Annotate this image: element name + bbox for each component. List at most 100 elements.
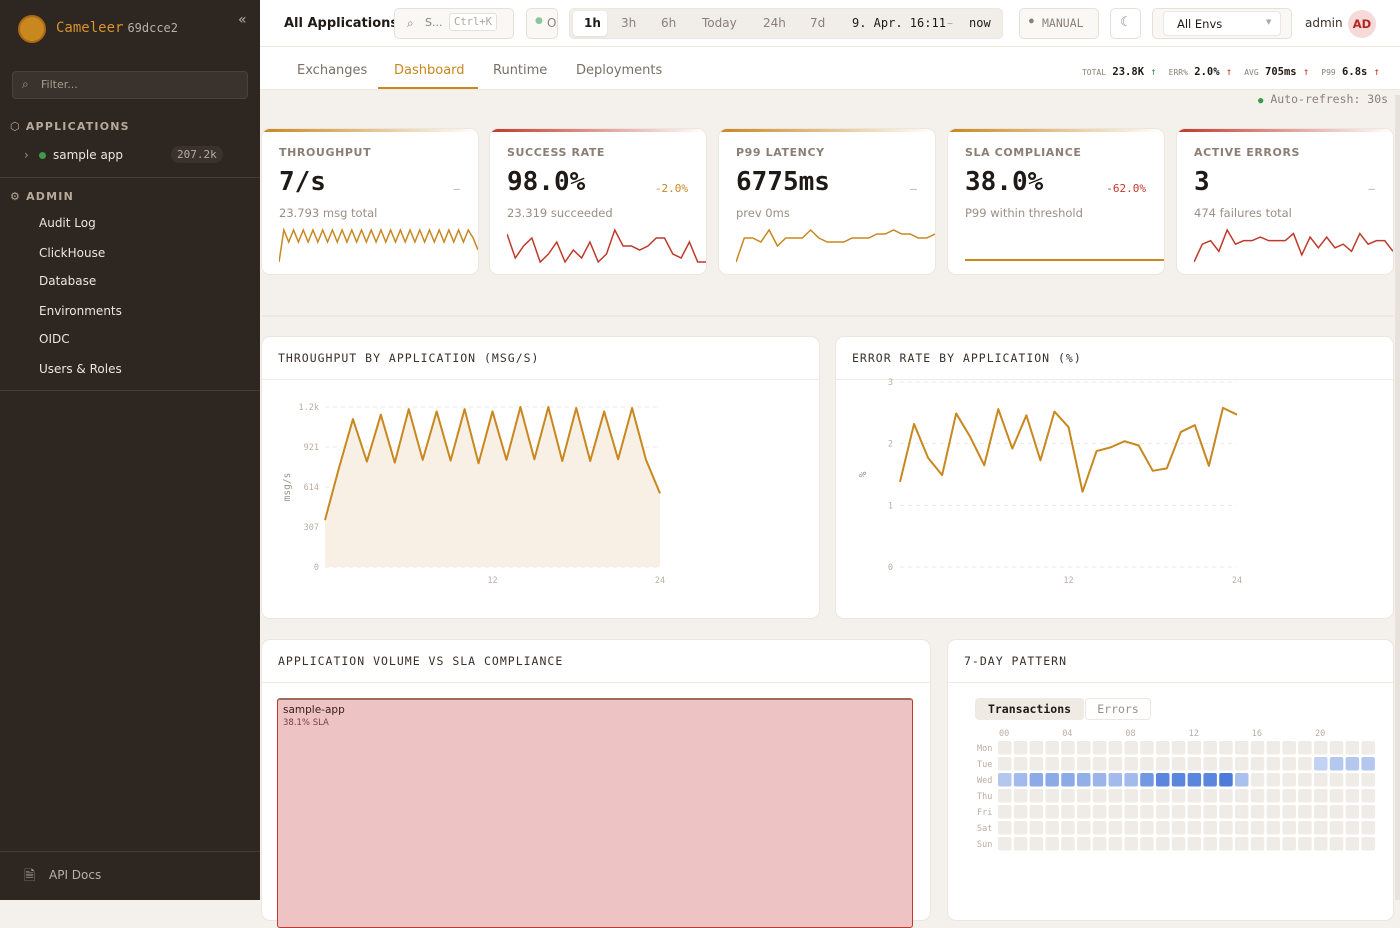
kpi-card-p99-latency[interactable]: P99 LATENCY 6775ms – prev 0ms [719, 129, 935, 274]
sidebar-item-audit-log[interactable]: Audit Log [39, 216, 96, 230]
heatmap-cell[interactable] [1219, 773, 1233, 787]
heatmap-cell[interactable] [1298, 789, 1312, 803]
heatmap-cell[interactable] [1267, 757, 1281, 771]
range-3h[interactable]: 3h [621, 16, 636, 30]
heatmap-cell[interactable] [1346, 773, 1360, 787]
heatmap-cell[interactable] [1061, 821, 1075, 835]
heatmap-cell[interactable] [1109, 757, 1123, 771]
heatmap-cell[interactable] [1267, 773, 1281, 787]
heatmap-cell[interactable] [1124, 789, 1138, 803]
applications-section[interactable]: ⬡ APPLICATIONS [10, 120, 130, 133]
heatmap-cell[interactable] [1124, 821, 1138, 835]
heatmap-cell[interactable] [1282, 773, 1296, 787]
heatmap-cell[interactable] [1140, 773, 1154, 787]
heatmap-cell[interactable] [1188, 757, 1202, 771]
heatmap-cell[interactable] [998, 821, 1012, 835]
heatmap-cell[interactable] [1045, 837, 1059, 851]
heatmap-cell[interactable] [1188, 821, 1202, 835]
heatmap-cell[interactable] [1172, 805, 1186, 819]
heatmap-cell[interactable] [1124, 757, 1138, 771]
heatmap-cell[interactable] [1235, 741, 1249, 755]
heatmap-cell[interactable] [1172, 773, 1186, 787]
heatmap-cell[interactable] [1361, 789, 1375, 803]
heatmap-cell[interactable] [1140, 821, 1154, 835]
heatmap-cell[interactable] [1061, 805, 1075, 819]
heatmap-cell[interactable] [1314, 773, 1328, 787]
heatmap-cell[interactable] [1188, 789, 1202, 803]
heatmap-cell[interactable] [1030, 837, 1044, 851]
heatmap-cell[interactable] [1061, 789, 1075, 803]
heatmap-cell[interactable] [1251, 757, 1265, 771]
heatmap-cell[interactable] [1330, 805, 1344, 819]
heatmap-cell[interactable] [1298, 757, 1312, 771]
heatmap-cell[interactable] [1346, 837, 1360, 851]
heatmap-cell[interactable] [998, 789, 1012, 803]
heatmap-cell[interactable] [1109, 741, 1123, 755]
heatmap-cell[interactable] [1219, 741, 1233, 755]
heatmap-cell[interactable] [1282, 837, 1296, 851]
heatmap-cell[interactable] [1156, 741, 1170, 755]
heatmap-cell[interactable] [1298, 773, 1312, 787]
heatmap-cell[interactable] [1188, 805, 1202, 819]
kpi-card-throughput[interactable]: THROUGHPUT 7/s – 23.793 msg total [262, 129, 478, 274]
range-6h[interactable]: 6h [661, 16, 676, 30]
heatmap-cell[interactable] [1093, 757, 1107, 771]
heatmap-cell[interactable] [1093, 805, 1107, 819]
heatmap-cell[interactable] [1124, 805, 1138, 819]
heatmap-cell[interactable] [1251, 837, 1265, 851]
heatmap-cell[interactable] [998, 837, 1012, 851]
heatmap-cell[interactable] [1156, 789, 1170, 803]
heatmap-cell[interactable] [1298, 837, 1312, 851]
heatmap-cell[interactable] [1361, 805, 1375, 819]
heatmap-cell[interactable] [1045, 821, 1059, 835]
heatmap-cell[interactable] [1314, 821, 1328, 835]
heatmap-cell[interactable] [1109, 837, 1123, 851]
heatmap-cell[interactable] [1156, 821, 1170, 835]
heatmap-cell[interactable] [1251, 789, 1265, 803]
heatmap-cell[interactable] [1219, 757, 1233, 771]
heatmap-cell[interactable] [1346, 805, 1360, 819]
heatmap-cell[interactable] [1014, 773, 1028, 787]
kpi-card-active-errors[interactable]: ACTIVE ERRORS 3 – 474 failures total [1177, 129, 1393, 274]
heatmap-cell[interactable] [1203, 773, 1217, 787]
range-start[interactable]: 9. Apr. 16:11 [852, 16, 946, 30]
heatmap-cell[interactable] [1203, 741, 1217, 755]
heatmap-cell[interactable] [1282, 805, 1296, 819]
heatmap-cell[interactable] [998, 805, 1012, 819]
sidebar-item-oidc[interactable]: OIDC [39, 332, 70, 346]
heatmap-cell[interactable] [1235, 821, 1249, 835]
heatmap-cell[interactable] [1267, 805, 1281, 819]
heatmap-cell[interactable] [1109, 821, 1123, 835]
heatmap-cell[interactable] [1109, 789, 1123, 803]
heatmap-cell[interactable] [1361, 837, 1375, 851]
heatmap-cell[interactable] [1267, 821, 1281, 835]
heatmap-cell[interactable] [1077, 821, 1091, 835]
heatmap-cell[interactable] [1251, 741, 1265, 755]
heatmap-cell[interactable] [1235, 805, 1249, 819]
heatmap-cell[interactable] [1061, 757, 1075, 771]
heatmap-cell[interactable] [1093, 837, 1107, 851]
range-end[interactable]: now [969, 16, 991, 30]
sidebar-app-sample-app[interactable]: sample app [53, 148, 123, 162]
avatar[interactable]: AD [1348, 10, 1376, 38]
heatmap-cell[interactable] [1361, 741, 1375, 755]
heatmap-cell[interactable] [1330, 789, 1344, 803]
status-button[interactable]: ●O [526, 8, 558, 39]
heatmap-cell[interactable] [1330, 741, 1344, 755]
heatmap-cell[interactable] [1014, 805, 1028, 819]
heatmap-cell[interactable] [1188, 741, 1202, 755]
heatmap-cell[interactable] [1077, 837, 1091, 851]
sidebar-item-database[interactable]: Database [39, 274, 96, 288]
heatmap-cell[interactable] [1093, 741, 1107, 755]
heatmap-cell[interactable] [1361, 757, 1375, 771]
heatmap-cell[interactable] [1156, 757, 1170, 771]
kpi-card-success-rate[interactable]: SUCCESS RATE 98.0% -2.0% 23.319 succeede… [490, 129, 706, 274]
heatmap-cell[interactable] [1030, 741, 1044, 755]
heatmap-cell[interactable] [1314, 837, 1328, 851]
heatmap-cell[interactable] [1330, 821, 1344, 835]
heatmap-cell[interactable] [1251, 821, 1265, 835]
heatmap-cell[interactable] [1282, 789, 1296, 803]
sidebar-item-clickhouse[interactable]: ClickHouse [39, 246, 105, 260]
heatmap-cell[interactable] [1330, 757, 1344, 771]
heatmap-cell[interactable] [1314, 789, 1328, 803]
